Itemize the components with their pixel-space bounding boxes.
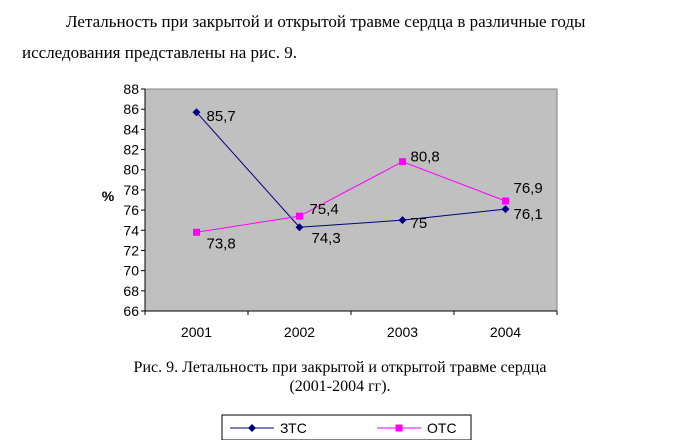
data-point-marker	[296, 212, 303, 220]
y-tick-label: 76	[123, 202, 139, 218]
data-label: 75,4	[310, 201, 339, 218]
figure-caption: Рис. 9. Летальность при закрытой и откры…	[90, 358, 590, 396]
y-tick-label: 74	[123, 222, 139, 238]
data-label: 75	[411, 215, 428, 232]
y-tick-label: 82	[123, 142, 139, 158]
data-point-marker	[192, 108, 201, 117]
data-point-marker	[501, 205, 510, 214]
data-label: 85,7	[207, 108, 236, 125]
y-tick-label: 88	[123, 81, 139, 97]
plot-area	[144, 88, 558, 312]
data-label: 73,8	[207, 235, 236, 252]
caption-line-1: Рис. 9. Летальность при закрытой и откры…	[133, 359, 547, 376]
x-tick-label: 2003	[387, 324, 418, 340]
legend-label: ЗТС	[280, 420, 307, 436]
x-tick-label: 2002	[284, 324, 315, 340]
data-label: 74,3	[312, 230, 341, 247]
y-tick-label: 68	[123, 283, 139, 299]
y-tick-label: 84	[123, 121, 139, 137]
y-tick-label: 70	[123, 263, 139, 279]
y-tick-label: 72	[123, 242, 139, 258]
legend-marker	[395, 424, 403, 432]
data-label: 80,8	[411, 149, 440, 166]
series-line-1	[196, 111, 506, 228]
data-label: 76,1	[514, 206, 543, 223]
x-tick-label: 2001	[181, 324, 212, 340]
y-axis-label: %	[102, 188, 115, 204]
legend-label: ОТС	[427, 420, 457, 436]
y-tick-label: 80	[123, 162, 139, 178]
intro-text: Летальность при закрытой и открытой трав…	[22, 12, 586, 62]
data-point-marker	[193, 228, 200, 236]
data-point-marker	[295, 223, 304, 232]
data-label: 76,9	[514, 180, 543, 197]
y-tick-label: 78	[123, 182, 139, 198]
y-tick-label: 86	[123, 101, 139, 117]
data-point-marker	[398, 216, 407, 225]
data-point-marker	[399, 158, 406, 166]
series-line-2	[196, 161, 506, 233]
intro-paragraph: Летальность при закрытой и открытой трав…	[22, 6, 672, 68]
caption-line-2: (2001-2004 гг).	[289, 378, 391, 395]
x-tick-label: 2004	[490, 324, 521, 340]
data-point-marker	[502, 197, 509, 205]
y-tick-label: 66	[123, 303, 139, 319]
legend-marker	[248, 424, 256, 432]
